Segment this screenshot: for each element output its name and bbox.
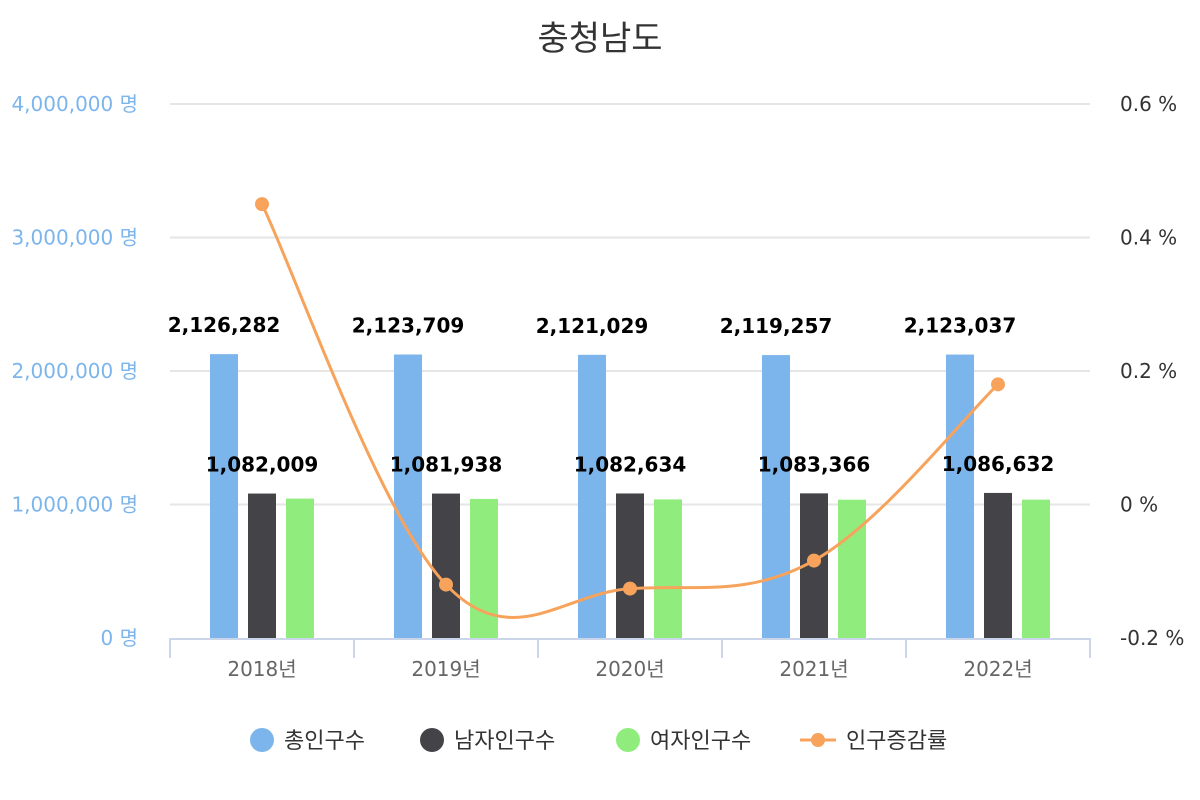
data-label: 2,121,029 bbox=[536, 314, 649, 338]
bar-0-2[interactable] bbox=[578, 354, 606, 638]
data-label: 1,086,632 bbox=[942, 452, 1055, 476]
line-point-0[interactable] bbox=[255, 197, 269, 212]
bar-2-3[interactable] bbox=[838, 499, 866, 638]
y-left-tick-label: 3,000,000 명 bbox=[11, 226, 138, 250]
legend: 총인구수 남자인구수 여자인구수 인구증감률 bbox=[250, 728, 947, 754]
line-layer bbox=[255, 197, 1005, 619]
y-left-tick-label: 4,000,000 명 bbox=[11, 92, 138, 116]
data-label: 1,082,634 bbox=[574, 452, 687, 476]
y-right-tick-label: 0.6 % bbox=[1120, 92, 1177, 116]
bar-1-0[interactable] bbox=[248, 493, 276, 638]
y-left-tick-label: 2,000,000 명 bbox=[11, 359, 138, 383]
x-tick-label: 2022년 bbox=[963, 657, 1032, 681]
legend-label: 여자인구수 bbox=[650, 729, 751, 754]
legend-label: 남자인구수 bbox=[454, 729, 555, 754]
bar-1-1[interactable] bbox=[432, 493, 460, 638]
legend-item-3[interactable]: 인구증감률 bbox=[800, 729, 947, 754]
bar-2-1[interactable] bbox=[470, 498, 498, 638]
bar-layer bbox=[210, 354, 1050, 638]
line-point-4[interactable] bbox=[991, 377, 1005, 392]
legend-symbol bbox=[250, 728, 274, 752]
y-right-tick-label: 0.2 % bbox=[1120, 359, 1177, 383]
bar-0-0[interactable] bbox=[210, 354, 238, 638]
line-point-2[interactable] bbox=[623, 581, 637, 596]
legend-item-1[interactable]: 남자인구수 bbox=[420, 728, 555, 754]
legend-symbol bbox=[616, 728, 640, 752]
legend-item-2[interactable]: 여자인구수 bbox=[616, 728, 751, 754]
y-left-tick-label: 1,000,000 명 bbox=[11, 493, 138, 517]
bar-0-4[interactable] bbox=[946, 354, 974, 638]
y-right-tick-label: 0 % bbox=[1120, 493, 1158, 517]
data-label-layer: 2,126,282 1,082,009 2,123,709 1,081,938 2,12… bbox=[168, 313, 1055, 476]
data-label: 2,126,282 bbox=[168, 313, 281, 337]
y-right-tick-label: -0.2 % bbox=[1120, 626, 1184, 650]
bar-0-1[interactable] bbox=[394, 354, 422, 638]
x-axis: 2018년 2019년 2020년 2021년 2022년 bbox=[169, 638, 1091, 681]
y-axis-right: -0.2 % 0 % 0.2 % 0.4 % 0.6 % bbox=[1120, 92, 1184, 650]
line-series-0 bbox=[260, 203, 1000, 619]
x-tick-label: 2019년 bbox=[411, 657, 480, 681]
bar-0-3[interactable] bbox=[762, 355, 790, 638]
bar-1-4[interactable] bbox=[984, 492, 1012, 638]
x-tick-label: 2021년 bbox=[779, 657, 848, 681]
legend-label: 인구증감률 bbox=[846, 729, 947, 754]
legend-point-symbol bbox=[811, 733, 825, 747]
chart-title: 충청남도 bbox=[537, 19, 662, 59]
data-label: 1,081,938 bbox=[390, 453, 503, 477]
bar-2-0[interactable] bbox=[286, 498, 314, 638]
legend-item-0[interactable]: 총인구수 bbox=[250, 728, 365, 754]
data-label: 2,123,709 bbox=[352, 313, 465, 337]
x-tick-label: 2020년 bbox=[595, 657, 664, 681]
bar-2-4[interactable] bbox=[1022, 499, 1050, 638]
data-label: 1,082,009 bbox=[206, 453, 319, 477]
y-axis-left: 0 명 1,000,000 명 2,000,000 명 3,000,000 명 4,00… bbox=[11, 92, 138, 650]
line-point-1[interactable] bbox=[439, 577, 453, 592]
data-label: 2,123,037 bbox=[904, 314, 1017, 338]
data-label: 1,083,366 bbox=[758, 452, 871, 476]
x-tick-label: 2018년 bbox=[227, 657, 296, 681]
bar-2-2[interactable] bbox=[654, 499, 682, 638]
data-label: 2,119,257 bbox=[720, 314, 833, 338]
y-left-tick-label: 0 명 bbox=[101, 626, 138, 650]
line-point-3[interactable] bbox=[807, 553, 821, 568]
legend-label: 총인구수 bbox=[284, 729, 365, 754]
bar-1-2[interactable] bbox=[616, 493, 644, 638]
legend-symbol bbox=[420, 728, 444, 752]
y-right-tick-label: 0.4 % bbox=[1120, 226, 1177, 250]
